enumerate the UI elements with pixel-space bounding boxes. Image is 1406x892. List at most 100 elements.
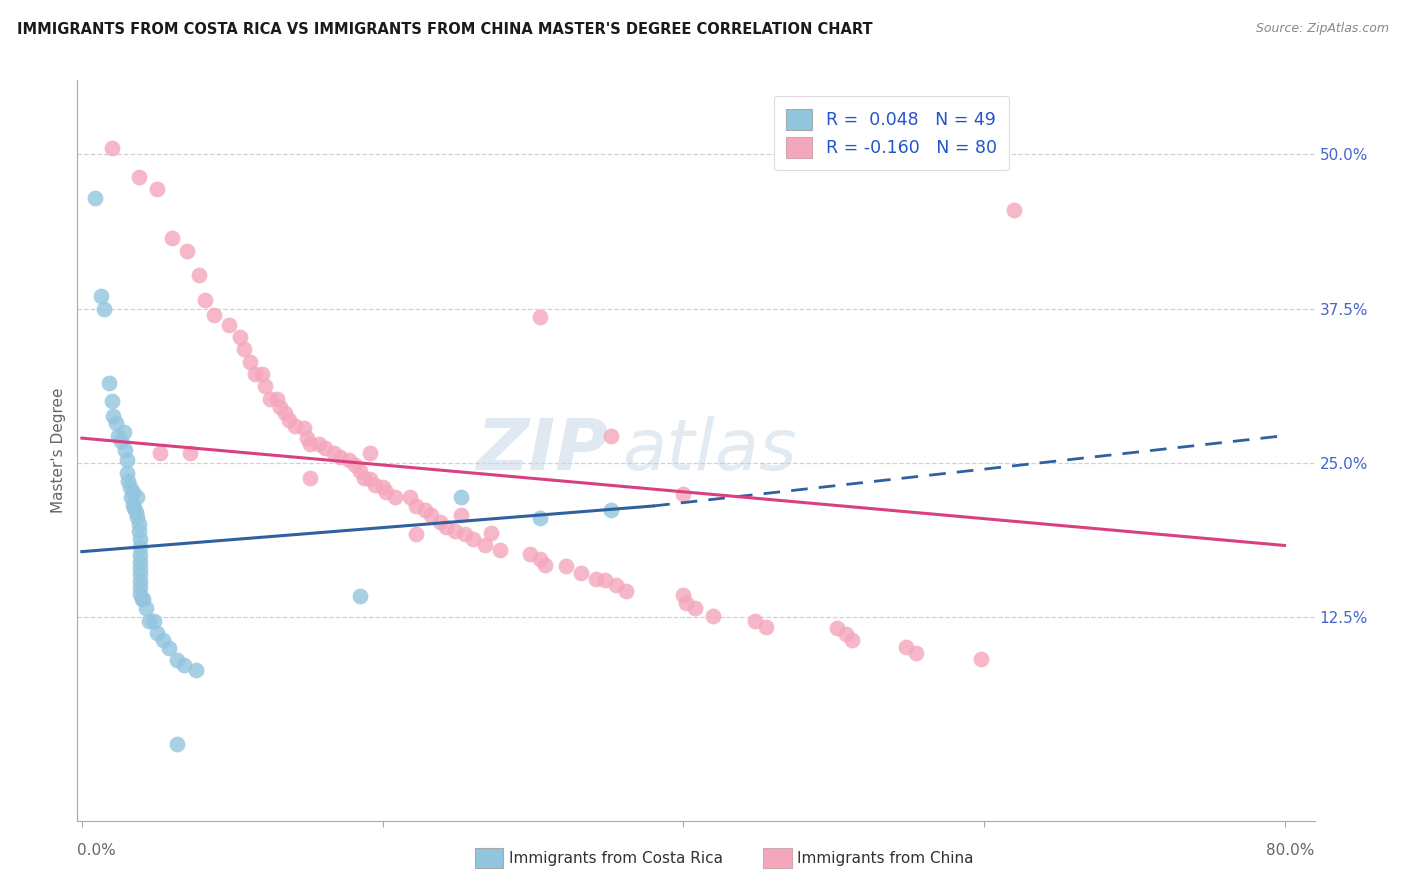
Point bbox=[755, 620, 778, 634]
Point bbox=[138, 614, 160, 628]
Point bbox=[184, 663, 207, 677]
Point bbox=[131, 591, 153, 606]
Point bbox=[360, 446, 382, 460]
Point bbox=[434, 520, 457, 534]
Point bbox=[112, 425, 135, 439]
Point bbox=[443, 524, 465, 538]
Point bbox=[585, 572, 607, 586]
Point bbox=[90, 289, 112, 303]
Point bbox=[360, 472, 382, 486]
Point bbox=[243, 367, 266, 381]
Point bbox=[129, 549, 152, 563]
Point bbox=[519, 547, 541, 561]
Point bbox=[128, 524, 150, 538]
Point bbox=[683, 601, 706, 615]
Point bbox=[744, 614, 766, 628]
Point bbox=[600, 502, 623, 516]
Point bbox=[529, 511, 551, 525]
Point bbox=[593, 573, 616, 587]
Text: Source: ZipAtlas.com: Source: ZipAtlas.com bbox=[1256, 22, 1389, 36]
Point bbox=[299, 470, 322, 484]
Point bbox=[127, 491, 149, 505]
Point bbox=[252, 367, 274, 381]
Point bbox=[371, 480, 394, 494]
Point bbox=[344, 458, 367, 473]
Point bbox=[841, 633, 863, 648]
Point bbox=[905, 646, 928, 660]
Point bbox=[202, 308, 225, 322]
Point bbox=[429, 515, 451, 529]
Point bbox=[166, 737, 188, 751]
Point bbox=[405, 527, 427, 541]
Point bbox=[314, 441, 336, 455]
Point bbox=[143, 614, 166, 628]
Point bbox=[1002, 202, 1025, 217]
Point bbox=[218, 318, 240, 332]
Point bbox=[157, 640, 180, 655]
Point bbox=[176, 244, 198, 258]
Point bbox=[124, 501, 146, 516]
Point bbox=[101, 141, 124, 155]
Point bbox=[129, 574, 152, 589]
Point bbox=[115, 453, 138, 467]
Point bbox=[299, 437, 322, 451]
Point bbox=[349, 589, 371, 603]
Point bbox=[135, 601, 157, 615]
Point bbox=[384, 491, 406, 505]
Point bbox=[529, 552, 551, 566]
Point bbox=[413, 502, 436, 516]
Point bbox=[450, 508, 472, 522]
Point bbox=[107, 428, 129, 442]
Point bbox=[419, 508, 441, 522]
Point bbox=[122, 498, 145, 512]
Point bbox=[349, 465, 371, 479]
Point bbox=[529, 310, 551, 325]
Point bbox=[84, 190, 107, 204]
Point bbox=[364, 478, 387, 492]
Point bbox=[149, 446, 172, 460]
Point bbox=[605, 578, 627, 592]
Point bbox=[179, 446, 201, 460]
Point bbox=[284, 418, 307, 433]
Point bbox=[129, 533, 152, 547]
Text: ZIP: ZIP bbox=[477, 416, 609, 485]
Point bbox=[120, 491, 142, 505]
Point bbox=[614, 584, 637, 599]
Y-axis label: Master's Degree: Master's Degree bbox=[51, 388, 66, 513]
Point bbox=[274, 407, 297, 421]
Point bbox=[129, 566, 152, 581]
Point bbox=[405, 499, 427, 513]
Point bbox=[254, 379, 277, 393]
Point bbox=[675, 597, 697, 611]
Point bbox=[672, 486, 695, 500]
Point bbox=[450, 491, 472, 505]
Point bbox=[188, 268, 211, 283]
Point bbox=[672, 588, 695, 602]
Point bbox=[297, 431, 319, 445]
Point bbox=[118, 480, 141, 494]
Point bbox=[825, 621, 848, 635]
Point bbox=[259, 392, 281, 406]
Text: atlas: atlas bbox=[621, 416, 796, 485]
Point bbox=[569, 566, 592, 580]
Point bbox=[105, 417, 128, 431]
Point bbox=[194, 293, 217, 307]
Point bbox=[970, 652, 993, 666]
Point bbox=[228, 330, 250, 344]
Point bbox=[146, 182, 169, 196]
Point bbox=[266, 392, 288, 406]
Point bbox=[129, 581, 152, 595]
Point bbox=[374, 485, 396, 500]
Point bbox=[128, 169, 150, 184]
Point bbox=[93, 301, 115, 316]
Point bbox=[555, 559, 578, 574]
Point bbox=[233, 343, 256, 357]
Point bbox=[454, 527, 477, 541]
Legend: R =  0.048   N = 49, R = -0.160   N = 80: R = 0.048 N = 49, R = -0.160 N = 80 bbox=[773, 96, 1010, 170]
Point bbox=[97, 376, 120, 390]
Point bbox=[173, 658, 195, 673]
Point bbox=[103, 409, 125, 423]
Point bbox=[894, 640, 917, 654]
Text: Immigrants from Costa Rica: Immigrants from Costa Rica bbox=[509, 851, 723, 865]
Point bbox=[152, 633, 174, 648]
